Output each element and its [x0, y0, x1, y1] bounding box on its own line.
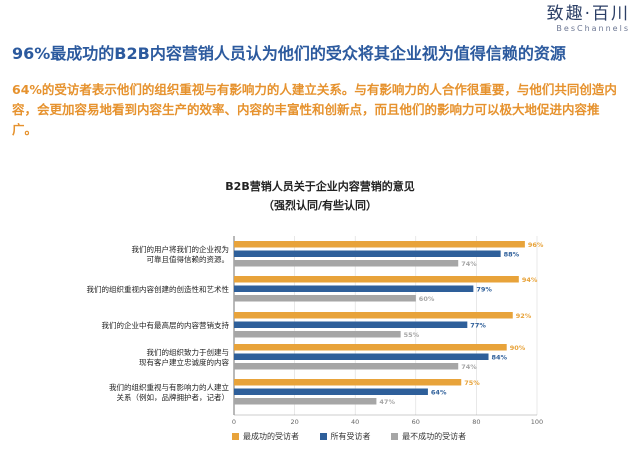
chart-legend: 最成功的受访者 所有受访者 最不成功的受访者: [232, 431, 484, 442]
bar-s1-c0: [234, 250, 501, 257]
legend-swatch-most-successful: [232, 433, 239, 440]
x-tick-label-2: 40: [351, 418, 359, 426]
data-label-s1-c0: 88%: [504, 251, 520, 259]
category-label-1-line-0: 我们的组织重视内容创建的创造性和艺术性: [87, 284, 230, 294]
bar-s1-c2: [234, 321, 468, 328]
bar-s2-c1: [234, 295, 416, 302]
legend-label-most-successful: 最成功的受访者: [243, 432, 299, 441]
legend-label-least-successful: 最不成功的受访者: [402, 432, 467, 441]
category-label-2-line-0: 我们的企业中有最高层的内容营销支持: [102, 320, 230, 330]
legend-swatch-all: [319, 433, 327, 440]
bar-s2-c3: [234, 363, 459, 370]
category-label-4-line-0: 我们的组织重视与有影响力的人建立: [109, 382, 229, 392]
data-label-s0-c0: 96%: [528, 241, 544, 249]
legend-item-least-successful: 最不成功的受访者: [391, 431, 466, 442]
x-tick-label-3: 60: [412, 418, 420, 426]
brand-logo: 致趣·百川 BesChannels: [547, 4, 630, 34]
data-label-s1-c2: 77%: [470, 322, 486, 330]
x-tick-label-4: 80: [472, 418, 480, 426]
legend-item-all: 所有受访者: [319, 431, 371, 442]
category-label-3-line-1: 现有客户建立忠诚度的内容: [139, 357, 229, 367]
data-label-s2-c4: 47%: [379, 398, 395, 406]
category-label-3-line-0: 我们的组织致力于创建与: [147, 347, 230, 357]
bar-s2-c0: [234, 260, 459, 267]
category-label-4-line-1: 关系（例如，品牌拥护者，记者）: [117, 392, 230, 402]
page-headline: 96%最成功的B2B内容营销人员认为他们的受众将其企业视为值得信赖的资源: [12, 44, 566, 63]
bar-s0-c3: [234, 344, 507, 351]
data-label-s2-c1: 60%: [419, 295, 435, 303]
legend-label-all: 所有受访者: [330, 432, 371, 441]
bar-s0-c4: [234, 379, 462, 386]
legend-swatch-least-successful: [391, 433, 399, 440]
logo-main-text: 致趣·百川: [546, 4, 630, 24]
data-label-s0-c3: 90%: [510, 344, 526, 352]
data-label-s0-c1: 94%: [522, 276, 538, 284]
chart-title: B2B营销人员关于企业内容营销的意见: [225, 180, 415, 193]
data-label-s2-c0: 74%: [461, 260, 477, 268]
bar-s0-c1: [234, 276, 519, 283]
data-label-s2-c3: 74%: [461, 363, 477, 371]
data-label-s2-c2: 55%: [404, 331, 420, 339]
bar-s0-c0: [234, 241, 525, 248]
data-label-s0-c4: 75%: [464, 379, 480, 387]
data-label-s1-c4: 64%: [431, 389, 447, 397]
data-label-s1-c3: 84%: [492, 354, 508, 362]
chart-subtitle: （强烈认同/有些认同）: [262, 199, 378, 212]
category-label-0-line-0: 我们的用户将我们的企业视为: [132, 244, 230, 254]
category-label-0-line-1: 可靠且值得信赖的资源。: [147, 254, 230, 264]
x-tick-label-1: 20: [290, 418, 298, 426]
x-tick-label-5: 100: [531, 418, 543, 426]
bar-s2-c2: [234, 331, 401, 338]
legend-item-most-successful: 最成功的受访者: [232, 431, 299, 442]
intro-paragraph: 64%的受访者表示他们的组织重视与有影响力的人建立关系。与有影响力的人合作很重要…: [12, 82, 617, 137]
bar-s2-c4: [234, 398, 377, 405]
bar-s1-c4: [234, 388, 428, 395]
x-tick-label-0: 0: [232, 418, 236, 426]
data-label-s0-c2: 92%: [516, 312, 532, 320]
data-label-s1-c1: 79%: [476, 286, 492, 294]
logo-sub-text: BesChannels: [556, 24, 630, 33]
bar-s1-c3: [234, 353, 489, 360]
bar-s1-c1: [234, 285, 474, 292]
bar-s0-c2: [234, 312, 513, 319]
